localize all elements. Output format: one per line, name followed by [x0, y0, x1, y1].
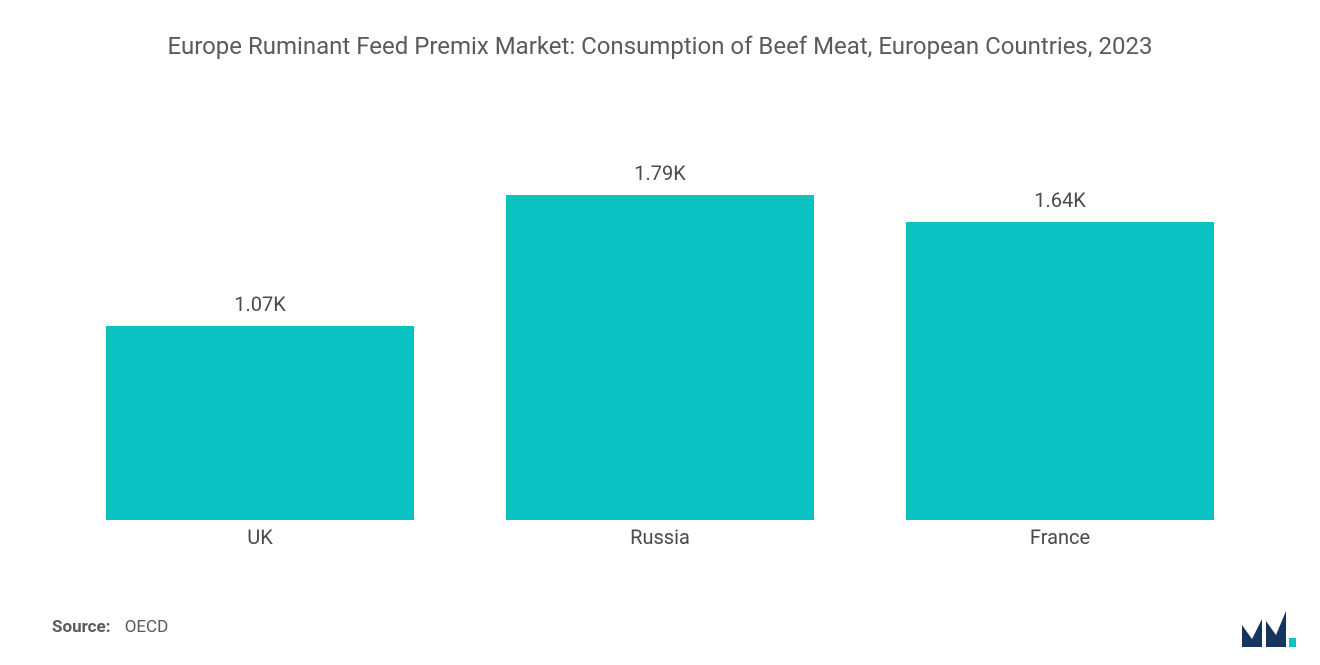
x-axis: UK Russia France — [60, 525, 1260, 549]
brand-logo-icon — [1242, 611, 1296, 647]
chart-plot-area: 1.07K 1.79K 1.64K — [60, 155, 1260, 520]
bar-russia — [506, 195, 813, 520]
bar-value-label: 1.07K — [234, 292, 286, 316]
bar-group-russia: 1.79K — [468, 161, 852, 520]
bar-france — [906, 222, 1213, 520]
bar-value-label: 1.64K — [1034, 188, 1086, 212]
bar-value-label: 1.79K — [634, 161, 686, 185]
source-attribution: Source: OECD — [52, 617, 168, 637]
bar-group-france: 1.64K — [868, 188, 1252, 520]
x-label-russia: Russia — [468, 525, 852, 549]
bar-group-uk: 1.07K — [68, 292, 452, 520]
source-value: OECD — [125, 617, 169, 637]
bar-uk — [106, 326, 413, 520]
x-label-uk: UK — [68, 525, 452, 549]
chart-title: Europe Ruminant Feed Premix Market: Cons… — [0, 0, 1320, 64]
x-label-france: France — [868, 525, 1252, 549]
source-label: Source: — [52, 617, 110, 637]
